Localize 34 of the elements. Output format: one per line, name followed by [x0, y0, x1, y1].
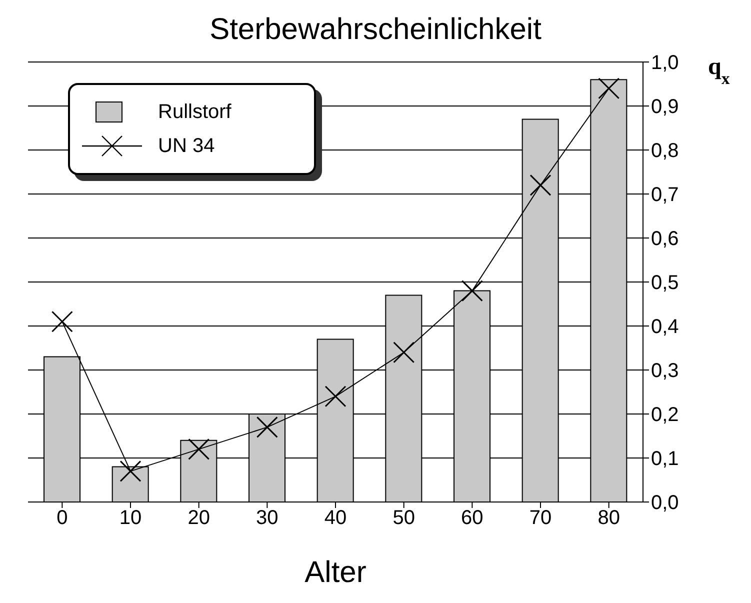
- y-tick-label: 0,8: [651, 140, 679, 162]
- x-tick-label: 50: [392, 507, 415, 530]
- point: [120, 460, 142, 482]
- legend-label: UN 34: [158, 134, 215, 158]
- point: [51, 310, 73, 332]
- point: [393, 342, 415, 364]
- x-tick-label: 80: [598, 507, 620, 530]
- point: [461, 280, 483, 302]
- x-tick-label: 70: [529, 507, 552, 530]
- chart-title: Sterbewahrscheinlichkeit: [208, 12, 542, 48]
- y-tick-label: 1,0: [651, 52, 679, 74]
- y-tick-label: 0,5: [651, 272, 679, 294]
- x-tick-label: 30: [256, 507, 278, 530]
- x-tick-label: 10: [119, 507, 142, 530]
- point: [324, 386, 346, 408]
- y-tick-label: 0,0: [651, 492, 679, 514]
- legend-label: Rullstorf: [158, 100, 232, 124]
- y-tick-label: 0,7: [651, 184, 679, 206]
- point: [188, 438, 210, 460]
- y-tick-label: 0,9: [651, 96, 679, 118]
- y-axis-title: q$_{x}$: [708, 54, 730, 88]
- y-tick-label: 0,2: [651, 404, 679, 426]
- y-tick-label: 0,6: [651, 228, 679, 250]
- point: [256, 416, 278, 438]
- y-tick-label: 0,4: [651, 316, 679, 338]
- y-tick-label: 0,1: [651, 448, 679, 470]
- x-tick-label: 0: [56, 507, 68, 530]
- point: [530, 174, 552, 196]
- x-tick-label: 20: [188, 507, 210, 530]
- x-tick-label: 40: [324, 507, 347, 530]
- point: [598, 78, 620, 100]
- x-axis-title: Alter: [304, 556, 366, 589]
- y-tick-label: 0,3: [651, 360, 679, 382]
- x-tick-label: 60: [461, 507, 484, 530]
